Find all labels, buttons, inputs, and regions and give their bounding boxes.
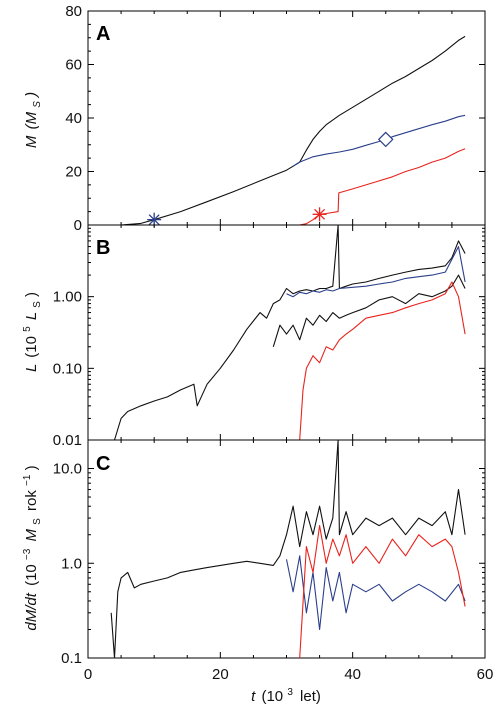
panel-c-xlabel-unit: (10 xyxy=(261,688,283,705)
panel-b-ylabel-close: ) xyxy=(23,292,40,297)
panel-a-marker-diamond-blue xyxy=(377,131,394,148)
panel-a-ytick-label: 0 xyxy=(74,217,82,234)
panel-a-label: A xyxy=(96,23,110,45)
panel-c: C dM/dt (10 −3 M S rok −1 ) 0.1 1.0 10.0 0… xyxy=(17,439,494,705)
svg-text:dM/dt (10 −3: dM/dt (10 −3 M S rok −1 ) xyxy=(17,465,44,630)
panel-c-series-black-line xyxy=(110,439,466,659)
panel-c-ylabel-unit: (10 xyxy=(23,564,40,586)
panel-a-ytick-label: 40 xyxy=(65,110,82,127)
panel-b: B L (10 5 L S ) 0.01 0.10 1.00 xyxy=(17,224,486,449)
panel-b-frame xyxy=(87,224,486,441)
panel-c-ylabel-main: dM/dt xyxy=(23,592,40,630)
asterisk-stroke xyxy=(314,208,326,220)
panel-a-series-red-line xyxy=(88,148,466,226)
panel-a-ticks: 0 20 40 60 80 xyxy=(65,3,486,234)
panel-c-label: C xyxy=(96,453,110,475)
panel-a-frame xyxy=(87,10,486,226)
panel-b-ytick-label: 0.01 xyxy=(53,432,82,449)
panel-a-markers xyxy=(147,131,394,227)
panel-a-series-blue-line xyxy=(292,114,466,167)
panel-c-ylabel-exp2: −1 xyxy=(22,474,33,486)
panel-a-series xyxy=(88,35,466,226)
panel-a-ytick-label: 60 xyxy=(65,57,82,74)
panel-b-ytick-label: 1.00 xyxy=(53,289,82,306)
panel-a-marker-asterisk-blue xyxy=(147,212,162,227)
panel-c-xticks: 0 20 40 60 xyxy=(84,666,494,683)
panel-c-ylabel-rest: rok xyxy=(23,490,40,511)
panel-c-ytick-label: 1.0 xyxy=(61,555,82,572)
panel-c-xtick-label: 20 xyxy=(212,666,229,683)
panel-b-ticks: 0.01 0.10 1.00 xyxy=(53,225,486,449)
panel-c-series-blue-line xyxy=(285,555,466,631)
panel-c-ylabel: dM/dt (10 −3 M S rok −1 ) xyxy=(17,465,44,630)
panel-c-xtick-label: 60 xyxy=(477,666,494,683)
panel-c-series xyxy=(110,439,466,659)
panel-c-xlabel-exp: 3 xyxy=(287,687,293,698)
panel-c-ticks: 0.1 1.0 10.0 xyxy=(53,439,486,667)
panel-c-ylabel-exp: −3 xyxy=(22,548,33,560)
panel-b-ylabel-sub: S xyxy=(32,301,43,308)
panel-c-ytick-label: 0.1 xyxy=(61,650,82,667)
panel-c-ylabel-sub: S xyxy=(32,518,43,525)
panel-c-ylabel-sym: M xyxy=(23,528,40,541)
asterisk-stroke xyxy=(148,214,160,226)
panel-a-ytick-label: 20 xyxy=(65,164,82,181)
panel-b-ylabel-main: L xyxy=(23,364,40,372)
panel-c-xlabel: t (10 3 let) xyxy=(251,682,321,705)
panel-b-series-red-line xyxy=(299,281,466,441)
panel-b-ylabel-sym: L xyxy=(23,312,40,320)
panel-a-series-black-line xyxy=(121,35,466,226)
panel-a-ylabel-close: ) xyxy=(23,92,40,99)
panel-c-ytick-label: 10.0 xyxy=(53,461,82,478)
panel-a-ylabel-unit: (M xyxy=(23,111,40,129)
panel-b-ytick-label: 0.10 xyxy=(53,360,82,377)
panel-b-series-blue-line xyxy=(286,246,466,298)
panel-a-ytick-label: 80 xyxy=(65,3,82,20)
panel-a-marker-asterisk-red xyxy=(312,207,327,222)
panel-c-frame xyxy=(87,439,486,659)
panel-c-series-red-line xyxy=(299,525,466,659)
panel-b-label: B xyxy=(96,237,110,259)
panel-b-series xyxy=(113,224,466,441)
panel-a-ylabel-sub: S xyxy=(32,101,43,108)
panel-b-ylabel: L (10 5 L S ) xyxy=(17,292,44,372)
panel-a-ylabel-main: M xyxy=(23,135,40,148)
svg-text:L (10 5: L (10 5 L S ) xyxy=(17,292,44,372)
panel-a-ylabel: M (M S ) xyxy=(23,92,44,148)
svg-text:M (M S: M (M S ) xyxy=(23,92,44,148)
panel-a: A M (M S ) 0 20 40 60 80 xyxy=(23,3,486,234)
panel-b-ylabel-exp: 5 xyxy=(22,326,33,332)
panel-b-ylabel-unit: (10 xyxy=(23,336,40,358)
panel-c-xlabel-rest: let) xyxy=(300,688,321,705)
panel-b-series-black-line xyxy=(113,224,466,441)
panel-b-series-black-line xyxy=(272,274,466,347)
panel-c-xtick-label: 0 xyxy=(84,666,92,683)
panel-c-xtick-label: 40 xyxy=(344,666,361,683)
panel-c-xlabel-main: t xyxy=(251,688,256,705)
panel-c-ylabel-close: ) xyxy=(23,465,40,470)
